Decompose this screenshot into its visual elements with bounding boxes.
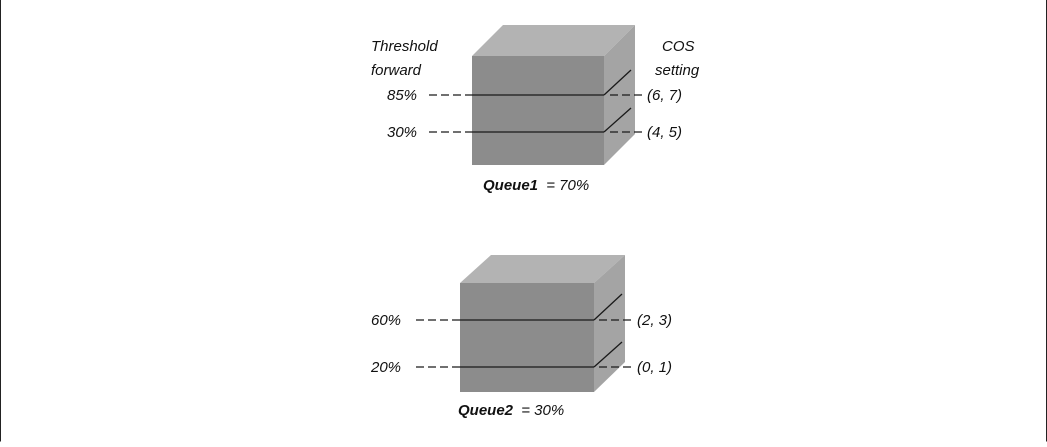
cos-header-line1: COS bbox=[662, 38, 695, 55]
queue2-cube-side bbox=[594, 255, 625, 392]
queue1-cube bbox=[472, 25, 635, 165]
queue2-level-60 bbox=[416, 293, 634, 321]
queue2-cos-23-label: (2, 3) bbox=[637, 312, 672, 329]
cos-header-line2: setting bbox=[655, 62, 700, 79]
threshold-header-line2: forward bbox=[371, 62, 422, 79]
queue2-threshold-20-label: 20% bbox=[370, 359, 401, 376]
queue2-caption: Queue2 = 30% bbox=[458, 402, 564, 419]
queue1-caption: Queue1 = 70% bbox=[483, 177, 589, 194]
queue1-share: = 70% bbox=[546, 177, 589, 194]
queue2-cube-top bbox=[460, 255, 625, 283]
queue1-level-85 bbox=[429, 69, 644, 96]
queue1-threshold-30-label: 30% bbox=[387, 124, 417, 141]
queue1-cube-top bbox=[472, 25, 635, 56]
queue1-level-85-diag bbox=[603, 69, 632, 96]
queue2-share: = 30% bbox=[521, 402, 564, 419]
queue1-cube-side bbox=[604, 25, 635, 165]
threshold-header-line1: Threshold bbox=[371, 38, 438, 55]
queue1-cos-45-label: (4, 5) bbox=[647, 124, 682, 141]
queue2-level-20 bbox=[416, 341, 634, 368]
queue1-name: Queue1 bbox=[483, 177, 538, 194]
queue1-cube-front bbox=[472, 56, 604, 165]
queue1-cos-67-label: (6, 7) bbox=[647, 87, 682, 104]
queue1-level-30 bbox=[429, 107, 644, 133]
queue2-threshold-60-label: 60% bbox=[371, 312, 401, 329]
queue2-cube bbox=[460, 255, 625, 392]
queue2-name: Queue2 bbox=[458, 402, 514, 419]
queue2-cos-01-label: (0, 1) bbox=[637, 359, 672, 376]
queue2-level-20-diag bbox=[593, 341, 623, 368]
queue2-level-60-diag bbox=[593, 293, 623, 321]
queue1-threshold-85-label: 85% bbox=[387, 87, 417, 104]
queue1-level-30-diag bbox=[603, 107, 632, 133]
queue2-cube-front bbox=[460, 283, 594, 392]
